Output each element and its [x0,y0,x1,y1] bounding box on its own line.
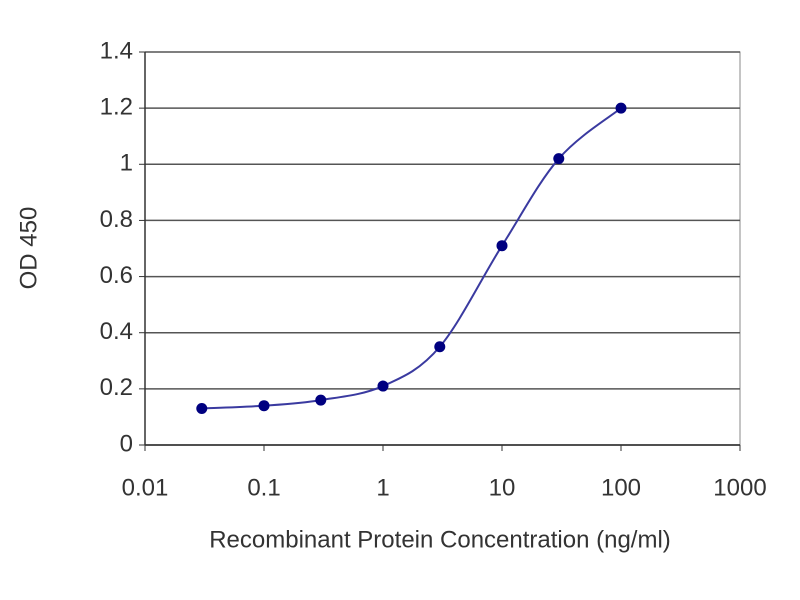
y-tick-label: 0.2 [100,374,133,401]
x-tick-label: 100 [601,474,641,501]
y-tick-label: 0 [120,430,133,457]
data-point [434,341,446,353]
data-point [553,153,565,165]
data-point [196,403,208,415]
x-tick-label: 1 [376,474,389,501]
data-point [377,380,389,392]
x-axis-label: Recombinant Protein Concentration (ng/ml… [209,526,671,553]
series-line [201,107,622,410]
y-tick-label: 1.2 [100,93,133,120]
y-tick-label: 0.4 [100,318,133,345]
plot-area [144,51,741,446]
data-point [496,240,508,252]
data-point [615,102,627,114]
y-axis-label: OD 450 [15,207,42,290]
y-tick-label: 0.6 [100,262,133,289]
y-tick-label: 1.4 [100,37,133,64]
x-tick-label: 10 [489,474,516,501]
data-point [258,400,270,412]
y-tick-label: 1 [120,150,133,177]
x-tick-label: 1000 [713,474,766,501]
x-tick-label: 0.01 [122,474,169,501]
y-tick-label: 0.8 [100,206,133,233]
data-point [315,394,327,406]
x-tick-label: 0.1 [247,474,280,501]
